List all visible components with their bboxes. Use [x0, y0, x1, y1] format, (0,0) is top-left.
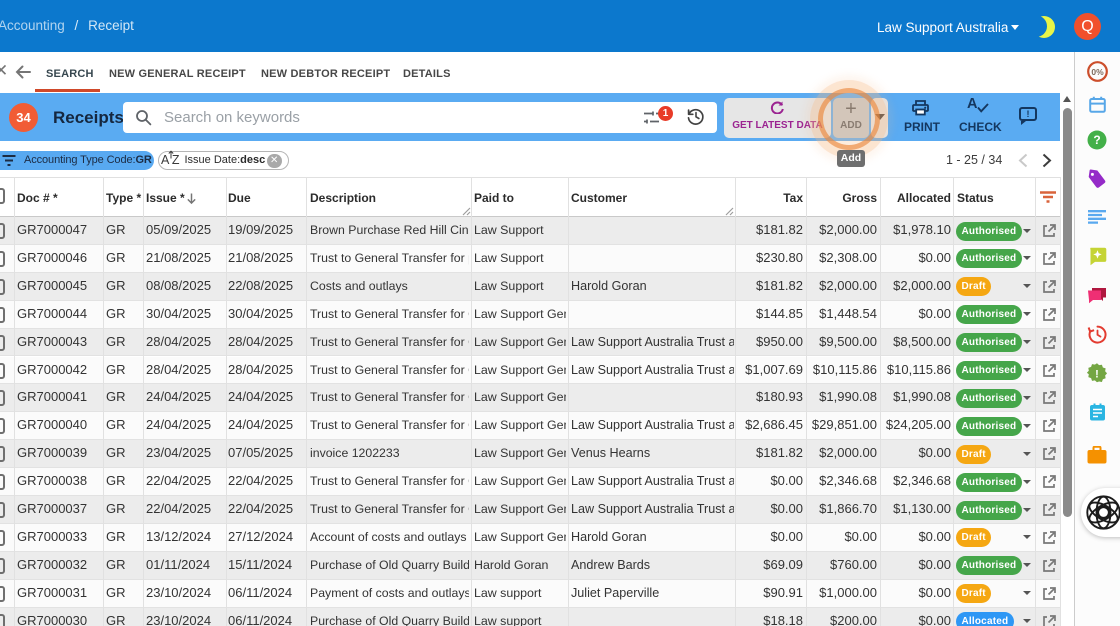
svg-text:!: !: [1095, 369, 1099, 381]
svg-text:?: ?: [1093, 133, 1100, 147]
svg-text:0%: 0%: [1091, 67, 1104, 77]
